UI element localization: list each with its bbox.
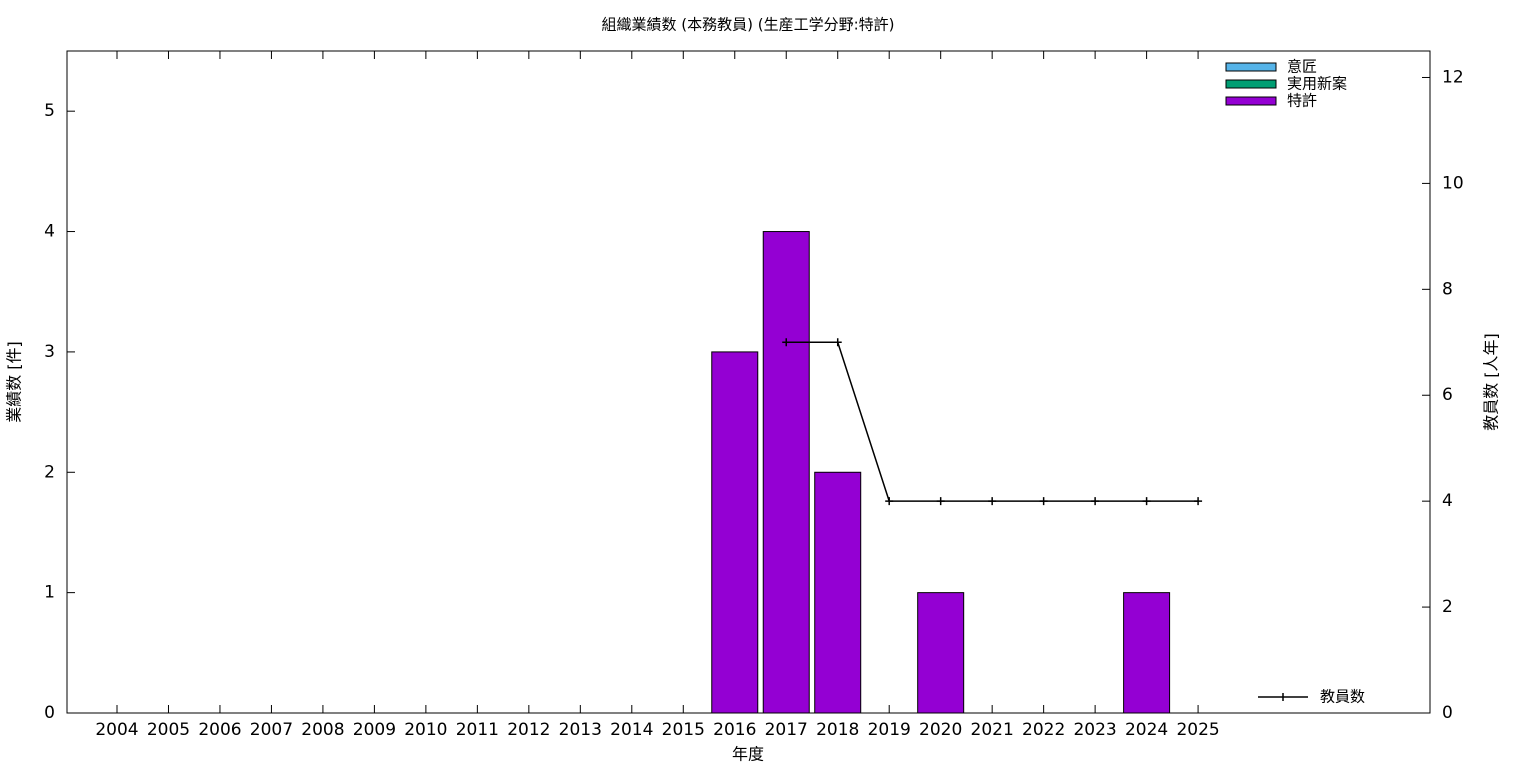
x-tick-label: 2024 xyxy=(1125,720,1168,740)
legend-label: 意匠 xyxy=(1287,58,1317,76)
bar xyxy=(814,471,862,714)
legend-swatch xyxy=(1225,79,1277,89)
x-tick-label: 2018 xyxy=(816,720,859,740)
y2-axis-label: 教員数 [人年] xyxy=(1482,333,1501,431)
y-tick-label: 5 xyxy=(44,101,55,121)
y-tick-label: 1 xyxy=(44,583,55,603)
x-tick-label: 2025 xyxy=(1176,720,1219,740)
legend-swatch xyxy=(1225,96,1277,106)
x-tick-label: 2008 xyxy=(301,720,344,740)
x-tick-label: 2014 xyxy=(610,720,653,740)
x-tick-label: 2006 xyxy=(198,720,241,740)
x-tick-label: 2015 xyxy=(662,720,705,740)
x-tick-label: 2011 xyxy=(456,720,499,740)
y-tick-label: 4 xyxy=(44,222,55,242)
y-axis-label: 業績数 [件] xyxy=(5,341,24,423)
x-tick-label: 2016 xyxy=(713,720,756,740)
x-tick-label: 2012 xyxy=(507,720,550,740)
bar xyxy=(762,231,810,714)
bar xyxy=(1123,592,1171,714)
legend-label: 教員数 xyxy=(1320,688,1365,706)
point-marker xyxy=(1142,497,1151,506)
point-marker xyxy=(1194,497,1203,506)
x-tick-label: 2021 xyxy=(971,720,1014,740)
y2-tick-label: 2 xyxy=(1442,597,1453,617)
y2-tick-label: 12 xyxy=(1442,67,1464,87)
x-tick-label: 2017 xyxy=(765,720,808,740)
plot-frame xyxy=(66,50,1431,714)
x-tick-label: 2010 xyxy=(404,720,447,740)
point-marker xyxy=(885,497,894,506)
point-marker xyxy=(833,338,842,347)
legend-label: 実用新案 xyxy=(1287,75,1347,93)
bar xyxy=(711,351,759,714)
y2-tick-label: 6 xyxy=(1442,385,1453,405)
y2-tick-label: 10 xyxy=(1442,173,1464,193)
y2-tick-label: 0 xyxy=(1442,703,1453,723)
point-marker xyxy=(936,497,945,506)
y2-tick-label: 4 xyxy=(1442,491,1453,511)
x-tick-label: 2022 xyxy=(1022,720,1065,740)
x-tick-label: 2004 xyxy=(95,720,138,740)
x-tick-label: 2019 xyxy=(868,720,911,740)
point-marker xyxy=(1091,497,1100,506)
x-tick-label: 2023 xyxy=(1073,720,1116,740)
x-tick-label: 2020 xyxy=(919,720,962,740)
y2-tick-label: 8 xyxy=(1442,279,1453,299)
y-tick-label: 0 xyxy=(44,703,55,723)
x-axis-label: 年度 xyxy=(732,745,764,764)
point-marker xyxy=(782,338,791,347)
y-tick-label: 2 xyxy=(44,462,55,482)
x-tick-label: 2009 xyxy=(353,720,396,740)
chart-title: 組織業績数 (本務教員) (生産工学分野:特許) xyxy=(602,16,895,34)
legend-swatch xyxy=(1225,62,1277,72)
point-marker xyxy=(988,497,997,506)
legend-label: 特許 xyxy=(1287,92,1317,110)
x-tick-label: 2007 xyxy=(250,720,293,740)
x-tick-label: 2005 xyxy=(147,720,190,740)
point-marker xyxy=(1039,497,1048,506)
bar xyxy=(917,592,965,714)
y-tick-label: 3 xyxy=(44,342,55,362)
x-tick-label: 2013 xyxy=(559,720,602,740)
